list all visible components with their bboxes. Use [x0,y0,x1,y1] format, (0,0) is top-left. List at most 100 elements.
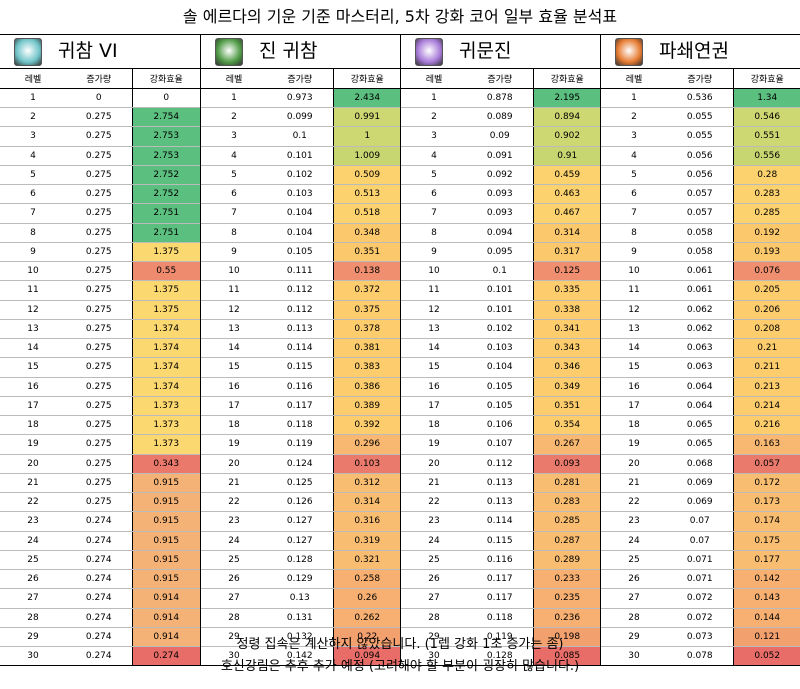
efficiency-cell: 0.172 [732,473,800,494]
level-cell: 23 [201,511,267,532]
table-row: 20 0.124 0.103 [201,454,401,474]
level-cell: 17 [601,396,667,417]
efficiency-cell: 0.173 [732,492,800,513]
gain-cell: 0.274 [66,569,132,590]
column-header-level: 레벨 [201,69,267,89]
efficiency-cell: 2.753 [131,146,200,166]
efficiency-cell: 0.274 [131,646,200,667]
efficiency-cell: 1.374 [131,357,200,378]
level-cell: 3 [401,126,467,147]
efficiency-cell: 0.354 [532,415,601,436]
gain-cell: 0.274 [66,588,132,609]
efficiency-cell: 0.459 [532,165,601,186]
gain-cell: 0.061 [667,280,733,301]
table-row: 10 0.275 0.55 [0,261,200,282]
table-row: 15 0.275 1.374 [0,357,200,378]
gain-cell: 0.105 [267,242,333,263]
table-row: 26 0.117 0.233 [401,569,601,590]
efficiency-cell: 0.193 [732,242,800,263]
table-row: 21 0.069 0.172 [601,473,800,494]
skill-panel: 귀참 VI 레벨 증가량 강화효율 1 0 0 2 0.275 2.754 3 0.275 2.753 4… [0,34,200,667]
level-cell: 3 [601,126,667,147]
efficiency-cell: 0.283 [532,492,601,513]
gain-cell: 0.062 [667,319,733,340]
level-cell: 24 [401,531,467,551]
table-row: 16 0.275 1.374 [0,377,200,397]
gain-cell: 0.119 [467,627,533,648]
efficiency-cell: 0.285 [732,203,800,224]
level-cell: 5 [401,165,467,186]
table-row: 14 0.103 0.343 [401,338,601,359]
level-cell: 29 [201,627,267,648]
skill-header: 파쇄연권 [601,34,800,69]
gain-cell: 0.973 [267,88,333,109]
gain-cell: 0.117 [467,588,533,609]
efficiency-cell: 0.321 [332,550,401,571]
table-header-row: 레벨 증가량 강화효율 [601,69,800,89]
table-row: 22 0.126 0.314 [201,492,401,513]
efficiency-cell: 0.216 [732,415,800,436]
table-row: 5 0.056 0.28 [601,165,800,186]
efficiency-cell: 0.312 [332,473,401,494]
level-cell: 21 [401,473,467,494]
level-cell: 14 [401,338,467,359]
gain-cell: 0.127 [267,531,333,551]
level-cell: 22 [0,492,66,513]
table-row: 9 0.105 0.351 [201,242,401,263]
jin-gwicham-skill-icon [215,38,243,66]
gain-cell: 0.104 [267,223,333,243]
table-row: 30 0.128 0.085 [401,646,601,667]
table-row: 10 0.111 0.138 [201,261,401,282]
table-row: 13 0.275 1.374 [0,319,200,340]
efficiency-cell: 0.174 [732,511,800,532]
skill-header: 귀문진 [401,34,600,69]
efficiency-cell: 0.348 [332,223,401,243]
efficiency-cell: 2.753 [131,126,200,147]
level-cell: 9 [201,242,267,263]
gain-cell: 0.101 [267,146,333,166]
level-cell: 20 [401,454,467,474]
table-row: 17 0.275 1.373 [0,396,200,417]
level-cell: 21 [0,473,66,494]
level-cell: 7 [601,203,667,224]
paswaeyeongwon-skill-icon [615,38,643,66]
gain-cell: 0.113 [467,473,533,494]
skill-name: 귀문진 [459,40,512,62]
efficiency-cell: 0.546 [732,107,800,128]
efficiency-cell: 0.258 [332,569,401,590]
efficiency-cell: 0.991 [332,107,401,128]
gain-cell: 0.126 [267,492,333,513]
gain-cell: 0.1 [267,126,333,147]
level-cell: 1 [201,88,267,109]
level-cell: 19 [601,434,667,455]
efficiency-cell: 0.317 [532,242,601,263]
gain-cell: 0.128 [267,550,333,571]
efficiency-cell: 0.346 [532,357,601,378]
level-cell: 16 [401,377,467,397]
table-row: 29 0.274 0.914 [0,627,200,648]
skill-panel: 진 귀참 레벨 증가량 강화효율 1 0.973 2.434 2 0.099 0.991 3 0.1 1… [200,34,401,667]
gain-cell: 0.275 [66,415,132,436]
level-cell: 14 [0,338,66,359]
table-row: 24 0.07 0.175 [601,531,800,551]
level-cell: 15 [201,357,267,378]
efficiency-cell: 2.754 [131,107,200,128]
efficiency-cell: 0.338 [532,300,601,320]
efficiency-cell: 2.751 [131,223,200,243]
efficiency-cell: 0.236 [532,608,601,628]
level-cell: 26 [601,569,667,590]
gain-cell: 0.071 [667,569,733,590]
table-header-row: 레벨 증가량 강화효율 [401,69,601,89]
table-row: 22 0.069 0.173 [601,492,800,513]
level-cell: 13 [201,319,267,340]
table-row: 18 0.106 0.354 [401,415,601,436]
efficiency-cell: 0.351 [332,242,401,263]
level-cell: 6 [401,184,467,205]
level-cell: 30 [601,646,667,667]
table-row: 25 0.274 0.915 [0,550,200,571]
table-row: 3 0.1 1 [201,126,401,147]
gain-cell: 0.275 [66,492,132,513]
efficiency-cell: 1.375 [131,242,200,263]
level-cell: 12 [201,300,267,320]
table-row: 2 0.089 0.894 [401,107,601,128]
